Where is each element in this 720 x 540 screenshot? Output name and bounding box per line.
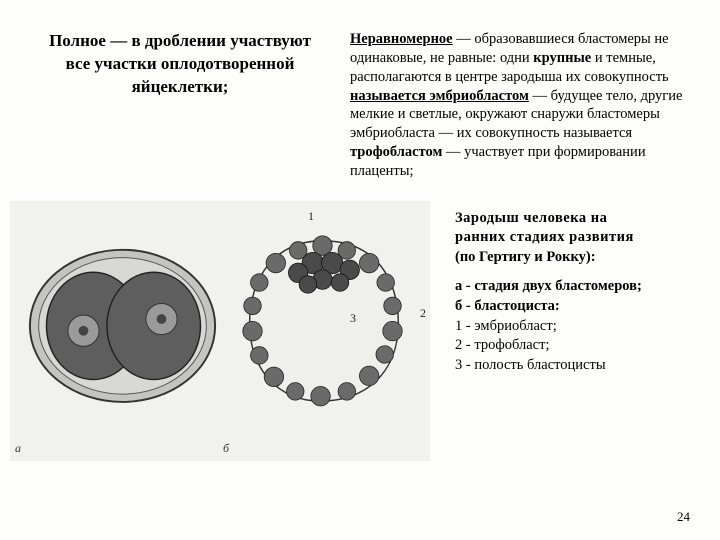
caption-line-a: а - стадия двух бластомеров; [455,278,642,294]
right-paragraph: Неравномерное — образовавшиеся бластомер… [350,30,710,181]
figure-panel: а б 1 2 3 [10,201,430,461]
label-3: 3 [350,311,356,326]
caption-item-1: 1 - эмбриобласт; [455,318,557,334]
term-uneven: Неравномерное [350,31,453,47]
caption-line-b: б - бластоциста: [455,298,560,314]
figure-b [235,226,410,411]
figure-caption: Зародыш человека на ранних стадиях разви… [430,201,710,461]
term-embryoblast: называется эмбриобластом [350,88,529,104]
figure-a [25,231,220,411]
term-trophoblast: трофобластом [350,144,442,160]
label-b: б [223,441,229,456]
caption-item-3: 3 - полость бластоцисты [455,357,606,373]
page-number: 24 [677,509,690,525]
label-1: 1 [308,209,314,224]
label-a: а [15,441,21,456]
caption-item-2: 2 - трофобласт; [455,337,549,353]
left-heading: Полное — в дроблении участвуют все участ… [10,30,350,181]
label-2: 2 [420,306,426,321]
